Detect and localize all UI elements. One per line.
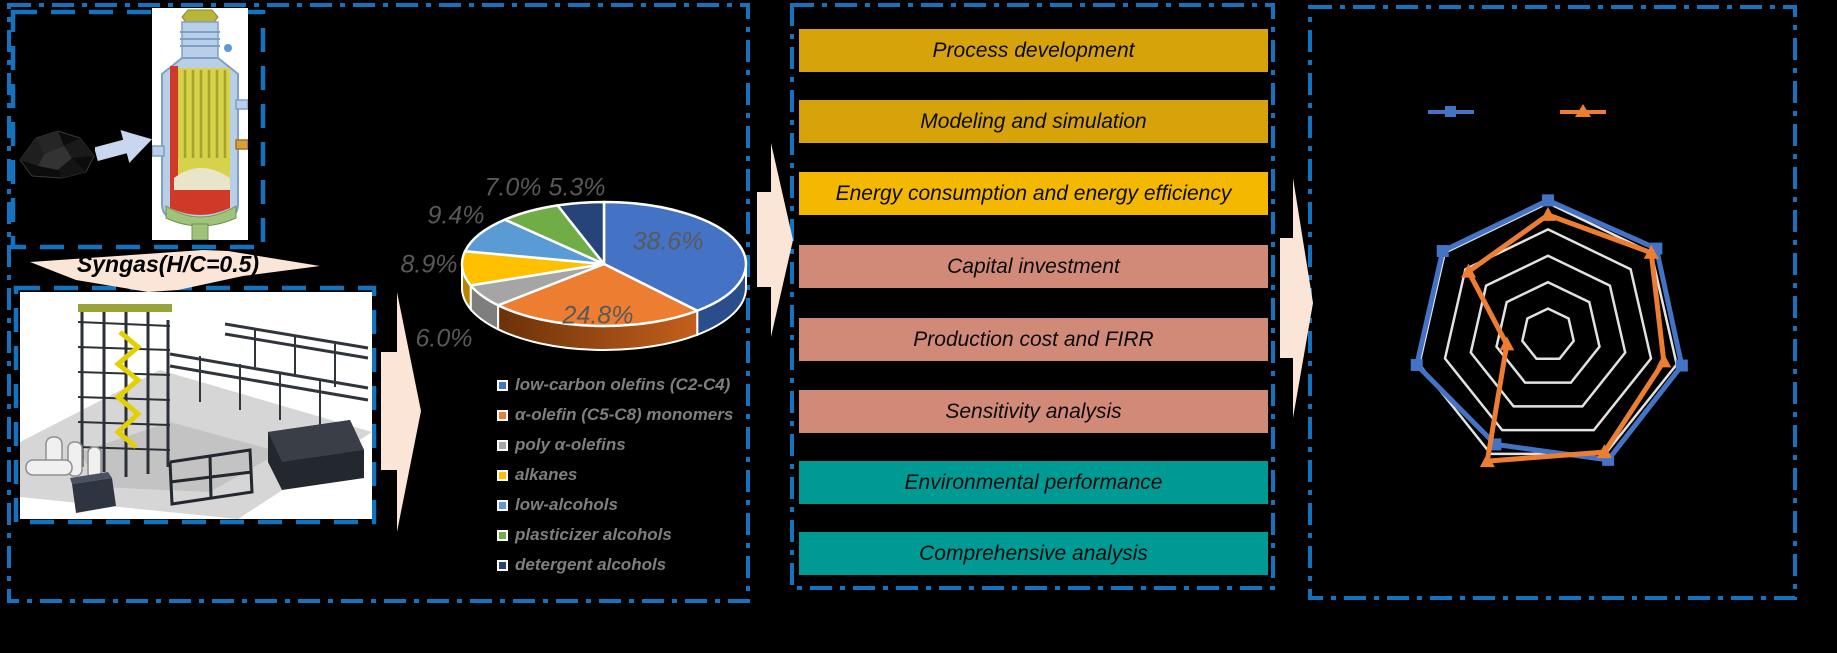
banner-label: Capital investment [947,254,1120,278]
radar-marker-triangle-icon [1461,263,1477,278]
radar-marker-triangle-icon [1643,244,1659,259]
plant-box-border [13,285,377,525]
radar-legend-square-icon [1445,106,1456,117]
radar-legend-triangle-icon [1575,104,1591,117]
legend-label: α-olefin (C5-C8) monomers [515,405,734,424]
legend-item: α-olefin (C5-C8) monomers [497,400,733,430]
radar-marker-triangle-icon [1596,444,1612,459]
banner-process-development: Process development [799,29,1268,72]
banner-label: Energy consumption and energy efficiency [835,181,1232,205]
pie-label-alkanes: 8.9% [400,250,458,279]
radar-grid-ring [1495,280,1601,384]
product-distribution-pie-chart [460,200,748,351]
banner-environmental-performance: Environmental performance [799,461,1268,504]
legend-item: detergent alcohols [497,550,733,580]
comparison-radar-chart [1410,194,1688,468]
radar-marker-square-icon [1542,194,1554,207]
radar-marker-triangle-icon [1499,336,1515,351]
radar-grid-ring [1520,307,1576,361]
legend-swatch-icon [497,499,508,511]
banner-label: Process development [932,38,1135,62]
radar-marker-triangle-icon [1479,453,1495,468]
legend-swatch-icon [497,409,508,421]
pie-legend: low-carbon olefins (C2-C4) α-olefin (C5-… [497,370,733,580]
legend-item: plasticizer alcohols [497,520,733,550]
radar-grid-ring [1443,228,1653,432]
legend-label: poly α-olefins [515,435,626,454]
legend-label: alkanes [515,465,578,484]
flow-arrow-middle-to-right [1280,178,1313,418]
legend-item: poly α-olefins [497,430,733,460]
radar-series-line [1414,197,1685,463]
legend-swatch-icon [497,379,508,391]
radar-marker-triangle-icon [1656,353,1672,368]
banner-label: Modeling and simulation [920,109,1147,133]
legend-swatch-icon [497,529,508,541]
coal-image [19,130,95,179]
legend-item: low-carbon olefins (C2-C4) [497,370,733,400]
banner-modeling-and-simulation: Modeling and simulation [799,100,1268,143]
legend-label: detergent alcohols [515,555,667,574]
radar-marker-square-icon [1675,359,1688,372]
banner-production-cost-firr: Production cost and FIRR [799,318,1268,361]
banner-comprehensive-analysis: Comprehensive analysis [799,532,1268,575]
gasification-box-border [10,9,266,250]
pie-label-low-carbon-olefins: 38.6% [632,227,704,256]
legend-swatch-icon [497,469,508,481]
pie-label-detergent-alcohols: 5.3% [548,173,606,202]
syngas-arrow-shape [30,250,320,292]
syngas-label: Syngas(H/C=0.5) [76,251,260,277]
legend-label: plasticizer alcohols [515,525,672,544]
legend-swatch-icon [497,559,508,571]
legend-item: low-alcohols [497,490,733,520]
pie-label-low-alcohols: 9.4% [427,201,485,230]
coal-to-gasifier-arrow [95,130,152,163]
legend-label: low-carbon olefins (C2-C4) [515,375,731,394]
gasifier-image [152,8,248,240]
pie-slice-5.3 [556,200,606,266]
banner-label: Comprehensive analysis [919,541,1148,565]
radar-marker-triangle-icon [1540,206,1556,221]
plant-image [20,292,372,519]
pie-slice-38.6 [602,200,748,313]
legend-swatch-icon [497,439,508,451]
banner-label: Production cost and FIRR [913,327,1154,351]
banner-label: Sensitivity analysis [945,399,1122,423]
pie-slice-24.8 [496,262,699,328]
banner-capital-investment: Capital investment [799,245,1268,288]
flow-arrow-pie-to-middle [757,143,793,337]
pie-label-poly-alpha-olefins: 6.0% [415,324,473,353]
flow-arrow-plant-to-pie [381,292,421,532]
banner-label: Environmental performance [904,470,1163,494]
left-panel-border [7,3,750,603]
banner-energy-consumption: Energy consumption and energy efficiency [799,172,1268,215]
legend-item: alkanes [497,460,733,490]
pie-label-alpha-olefin-monomers: 24.8% [562,301,634,330]
pie-label-plasticizer-alcohols: 7.0% [484,173,542,202]
banner-sensitivity-analysis: Sensitivity analysis [799,390,1268,433]
middle-panel-border [790,3,1275,590]
legend-label: low-alcohols [515,495,618,514]
radar-marker-square-icon [1436,245,1449,258]
radar-series-line [1466,212,1667,464]
radar-marker-square-icon [1410,358,1423,371]
